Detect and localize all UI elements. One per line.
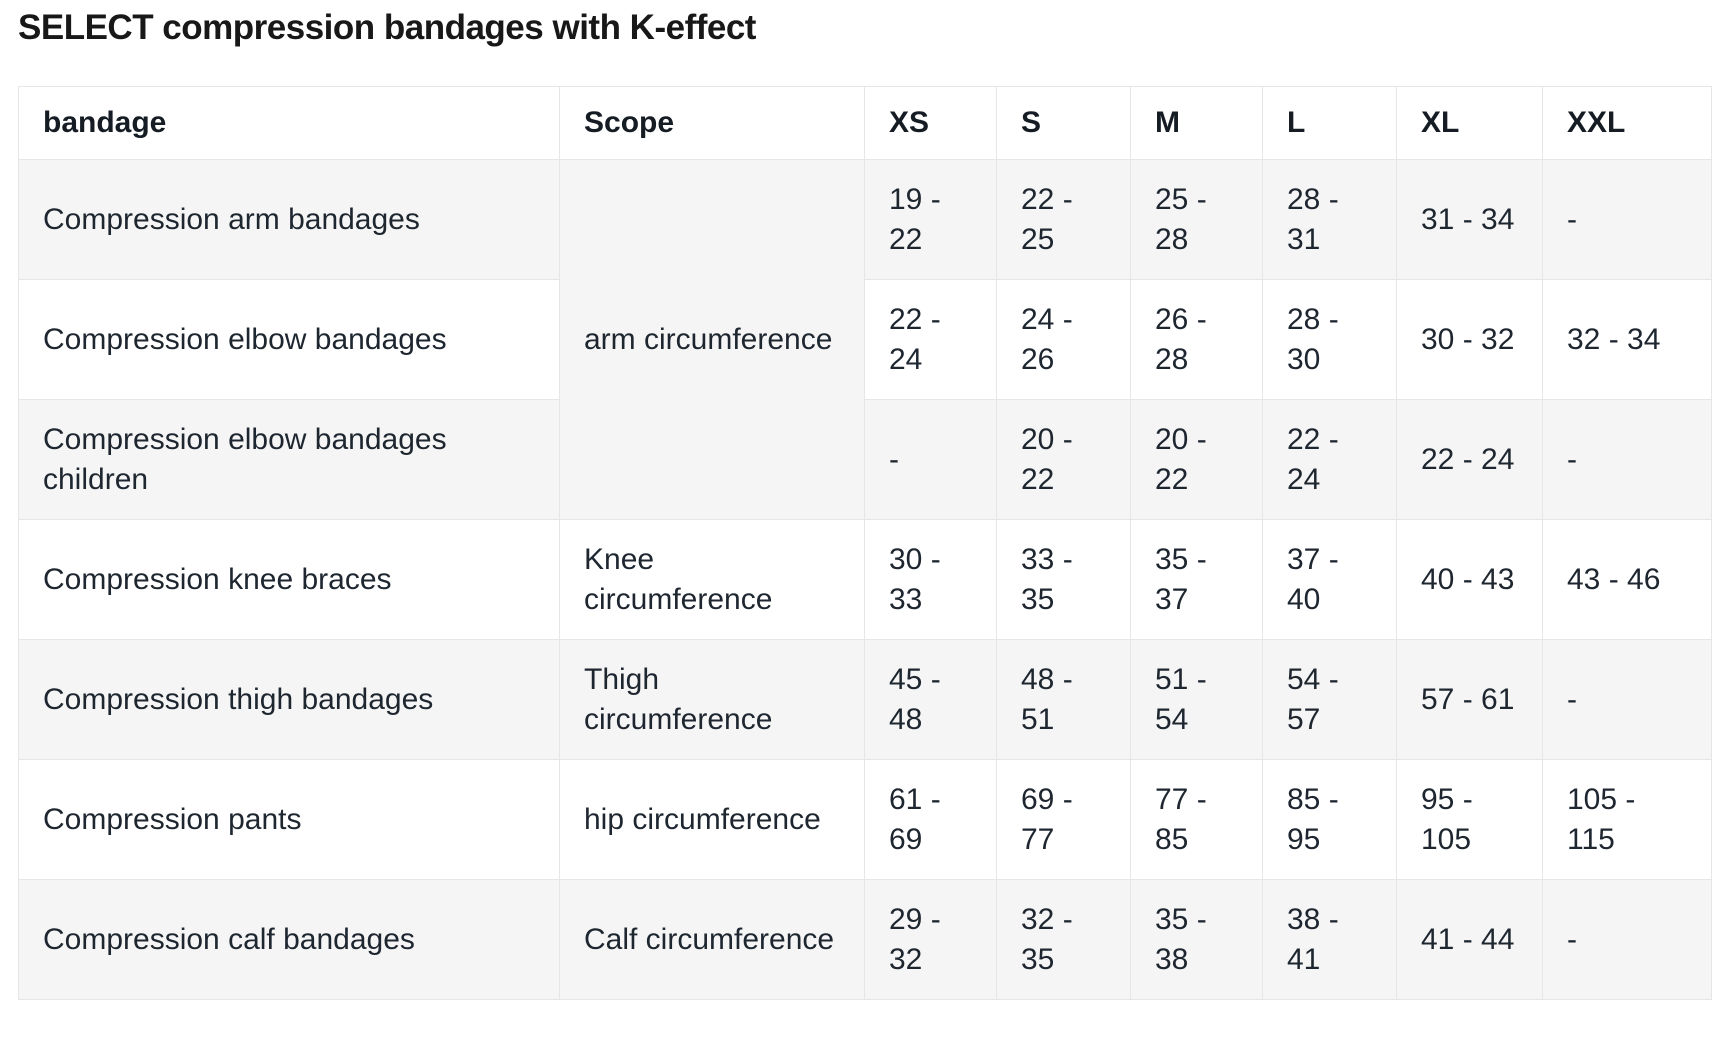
table-row-elbow-bandages-children: Compression elbow bandages children - 20… [18, 399, 1712, 520]
size-cell-xxl: - [1542, 159, 1712, 280]
size-table: bandage Scope XS S M L XL XXL Compressio… [18, 86, 1712, 1000]
bandage-cell: Compression arm bandages [18, 159, 560, 280]
size-cell-xl: 40 - 43 [1396, 519, 1543, 640]
size-cell-xxl: 105 - 115 [1542, 759, 1712, 880]
header-cell-xxl: XXL [1542, 86, 1712, 160]
header-cell-s: S [996, 86, 1131, 160]
table-row-pants: Compression pants hip circumference 61 -… [18, 759, 1712, 880]
size-cell-xl: 57 - 61 [1396, 639, 1543, 760]
size-cell-xxl: 32 - 34 [1542, 279, 1712, 400]
table-row-thigh-bandages: Compression thigh bandages Thigh circumf… [18, 639, 1712, 760]
bandage-cell: Compression thigh bandages [18, 639, 560, 760]
scope-cell-calf-circumference: Calf circumference [559, 879, 865, 1000]
size-cell-m: 25 - 28 [1130, 159, 1263, 280]
size-cell-l: 37 - 40 [1262, 519, 1397, 640]
bandage-cell: Compression elbow bandages children [18, 399, 560, 520]
scope-cell-thigh-circumference: Thigh circumference [559, 639, 865, 760]
size-cell-xl: 41 - 44 [1396, 879, 1543, 1000]
header-cell-m: M [1130, 86, 1263, 160]
size-cell-xs: 22 - 24 [864, 279, 997, 400]
size-cell-l: 54 - 57 [1262, 639, 1397, 760]
scope-cell-knee-circumference: Knee circumference [559, 519, 865, 640]
size-cell-s: 22 - 25 [996, 159, 1131, 280]
header-cell-xl: XL [1396, 86, 1543, 160]
header-cell-bandage: bandage [18, 86, 560, 160]
size-cell-xs: 30 - 33 [864, 519, 997, 640]
size-cell-l: 22 - 24 [1262, 399, 1397, 520]
size-cell-m: 35 - 37 [1130, 519, 1263, 640]
size-cell-xl: 22 - 24 [1396, 399, 1543, 520]
table-row-calf-bandages: Compression calf bandages Calf circumfer… [18, 879, 1712, 1000]
size-cell-xs: - [864, 399, 997, 520]
size-cell-l: 28 - 30 [1262, 279, 1397, 400]
header-cell-l: L [1262, 86, 1397, 160]
page: SELECT compression bandages with K-effec… [18, 8, 1712, 1000]
bandage-cell: Compression elbow bandages [18, 279, 560, 400]
size-cell-l: 38 - 41 [1262, 879, 1397, 1000]
size-cell-l: 28 - 31 [1262, 159, 1397, 280]
size-cell-s: 48 - 51 [996, 639, 1131, 760]
size-cell-xxl: - [1542, 399, 1712, 520]
scope-cell-arm-circumference: arm circumference [559, 159, 865, 520]
table-header-row: bandage Scope XS S M L XL XXL [18, 86, 1712, 160]
size-cell-m: 35 - 38 [1130, 879, 1263, 1000]
size-cell-s: 33 - 35 [996, 519, 1131, 640]
size-cell-s: 24 - 26 [996, 279, 1131, 400]
bandage-cell: Compression pants [18, 759, 560, 880]
header-cell-scope: Scope [559, 86, 865, 160]
size-cell-m: 51 - 54 [1130, 639, 1263, 760]
table-row-elbow-bandages: Compression elbow bandages 22 - 24 24 - … [18, 279, 1712, 400]
size-cell-s: 69 - 77 [996, 759, 1131, 880]
size-cell-xxl: 43 - 46 [1542, 519, 1712, 640]
size-cell-xs: 45 - 48 [864, 639, 997, 760]
bandage-cell: Compression knee braces [18, 519, 560, 640]
size-cell-xs: 19 - 22 [864, 159, 997, 280]
size-cell-xs: 29 - 32 [864, 879, 997, 1000]
scope-cell-hip-circumference: hip circumference [559, 759, 865, 880]
table-row-knee-braces: Compression knee braces Knee circumferen… [18, 519, 1712, 640]
size-cell-s: 32 - 35 [996, 879, 1131, 1000]
size-cell-xs: 61 - 69 [864, 759, 997, 880]
page-title: SELECT compression bandages with K-effec… [18, 8, 756, 47]
size-cell-xxl: - [1542, 879, 1712, 1000]
size-cell-xl: 95 - 105 [1396, 759, 1543, 880]
size-cell-xl: 30 - 32 [1396, 279, 1543, 400]
table-row-arm-bandages: Compression arm bandages arm circumferen… [18, 159, 1712, 520]
header-cell-xs: XS [864, 86, 997, 160]
bandage-cell: Compression calf bandages [18, 879, 560, 1000]
size-cell-l: 85 - 95 [1262, 759, 1397, 880]
size-cell-s: 20 - 22 [996, 399, 1131, 520]
size-cell-m: 26 - 28 [1130, 279, 1263, 400]
size-cell-xl: 31 - 34 [1396, 159, 1543, 280]
size-cell-xxl: - [1542, 639, 1712, 760]
size-cell-m: 77 - 85 [1130, 759, 1263, 880]
size-cell-m: 20 - 22 [1130, 399, 1263, 520]
